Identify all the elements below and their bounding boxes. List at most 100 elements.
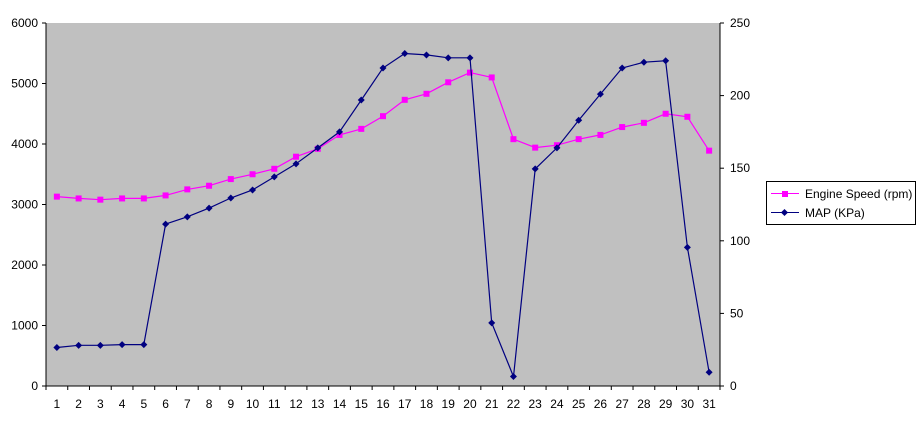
legend-label-map: MAP (KPa) (805, 206, 865, 220)
x-tick-label: 8 (206, 397, 213, 411)
point-map (118, 341, 126, 349)
x-tick-label: 31 (702, 397, 716, 411)
x-tick-label: 24 (550, 397, 564, 411)
y-tick-label-right: 200 (730, 89, 750, 103)
point-engine-speed (162, 192, 169, 199)
point-map (683, 243, 691, 251)
point-engine-speed (532, 144, 539, 151)
tick-labels: 0 1000 2000 3000 4000 5000 6000 0 50 100 150 200 250… (11, 16, 750, 411)
point-map (314, 144, 322, 152)
y-tick-label-left: 1000 (11, 319, 38, 333)
point-map (509, 373, 517, 381)
point-engine-speed (140, 195, 147, 202)
series-group (53, 49, 713, 381)
point-map (162, 220, 170, 228)
axes (42, 22, 724, 390)
x-tick-label: 15 (355, 397, 369, 411)
point-engine-speed (358, 125, 365, 132)
point-engine-speed (619, 124, 626, 131)
x-tick-label: 25 (572, 397, 586, 411)
point-map (379, 64, 387, 72)
point-engine-speed (119, 195, 126, 202)
point-map (444, 54, 452, 62)
point-engine-speed (575, 136, 582, 143)
point-engine-speed (684, 113, 691, 120)
point-map (183, 213, 191, 221)
point-map (336, 128, 344, 136)
legend-item-map: MAP (KPa) (771, 205, 865, 221)
point-map (618, 64, 626, 72)
point-map (249, 186, 257, 194)
point-map (96, 341, 104, 349)
x-tick-label: 29 (659, 397, 673, 411)
x-tick-label: 14 (333, 397, 347, 411)
x-tick-label: 1 (54, 397, 61, 411)
point-engine-speed (249, 171, 256, 178)
x-tick-label: 21 (485, 397, 499, 411)
x-tick-label: 19 (442, 397, 456, 411)
point-map (270, 173, 278, 181)
x-tick-label: 26 (594, 397, 608, 411)
x-tick-label: 12 (289, 397, 303, 411)
y-tick-label-right: 150 (730, 161, 750, 175)
point-engine-speed (597, 131, 604, 138)
point-map (596, 90, 604, 98)
y-tick-label-right: 50 (730, 306, 744, 320)
legend: Engine Speed (rpm) MAP (KPa) (766, 181, 916, 225)
point-engine-speed (662, 110, 669, 117)
point-engine-speed (488, 74, 495, 81)
point-engine-speed (227, 176, 234, 183)
point-map (553, 144, 561, 152)
x-tick-label: 3 (97, 397, 104, 411)
point-engine-speed (293, 153, 300, 160)
x-tick-label: 22 (507, 397, 521, 411)
x-tick-label: 23 (529, 397, 543, 411)
x-tick-label: 5 (140, 397, 147, 411)
point-map (401, 49, 409, 57)
x-tick-label: 10 (246, 397, 260, 411)
x-tick-label: 18 (420, 397, 434, 411)
x-tick-label: 2 (75, 397, 82, 411)
x-tick-label: 11 (268, 397, 281, 411)
point-engine-speed (53, 193, 60, 200)
y-tick-label-right: 0 (730, 379, 737, 393)
point-map (575, 116, 583, 124)
point-map (75, 341, 83, 349)
point-engine-speed (706, 147, 713, 154)
point-engine-speed (423, 90, 430, 97)
x-tick-label: 9 (227, 397, 234, 411)
point-map (292, 160, 300, 168)
point-engine-speed (271, 165, 278, 172)
legend-swatch-engine-speed (771, 188, 799, 200)
x-tick-label: 28 (637, 397, 651, 411)
plot-area (46, 23, 720, 386)
x-tick-label: 27 (615, 397, 629, 411)
point-engine-speed (184, 186, 191, 193)
point-map (53, 344, 61, 352)
point-engine-speed (75, 195, 82, 202)
point-engine-speed (401, 96, 408, 103)
point-engine-speed (97, 196, 104, 203)
point-map (466, 54, 474, 62)
legend-item-engine-speed: Engine Speed (rpm) (771, 186, 912, 202)
point-engine-speed (380, 113, 386, 120)
y-tick-label-left: 5000 (11, 77, 38, 91)
x-tick-label: 30 (681, 397, 695, 411)
point-map (662, 57, 670, 65)
point-map (140, 341, 148, 349)
legend-swatch-map (771, 207, 799, 219)
point-map (357, 96, 365, 104)
legend-label-engine-speed: Engine Speed (rpm) (805, 187, 913, 201)
y-tick-label-right: 100 (730, 234, 750, 248)
x-tick-label: 17 (398, 397, 412, 411)
y-tick-label-left: 4000 (11, 137, 38, 151)
point-map (227, 194, 235, 202)
y-tick-label-left: 2000 (11, 258, 38, 272)
point-map (531, 165, 539, 173)
point-map (705, 368, 713, 376)
x-tick-label: 20 (463, 397, 477, 411)
y-tick-label-left: 0 (31, 379, 38, 393)
x-tick-label: 7 (184, 397, 191, 411)
point-map (640, 58, 648, 66)
